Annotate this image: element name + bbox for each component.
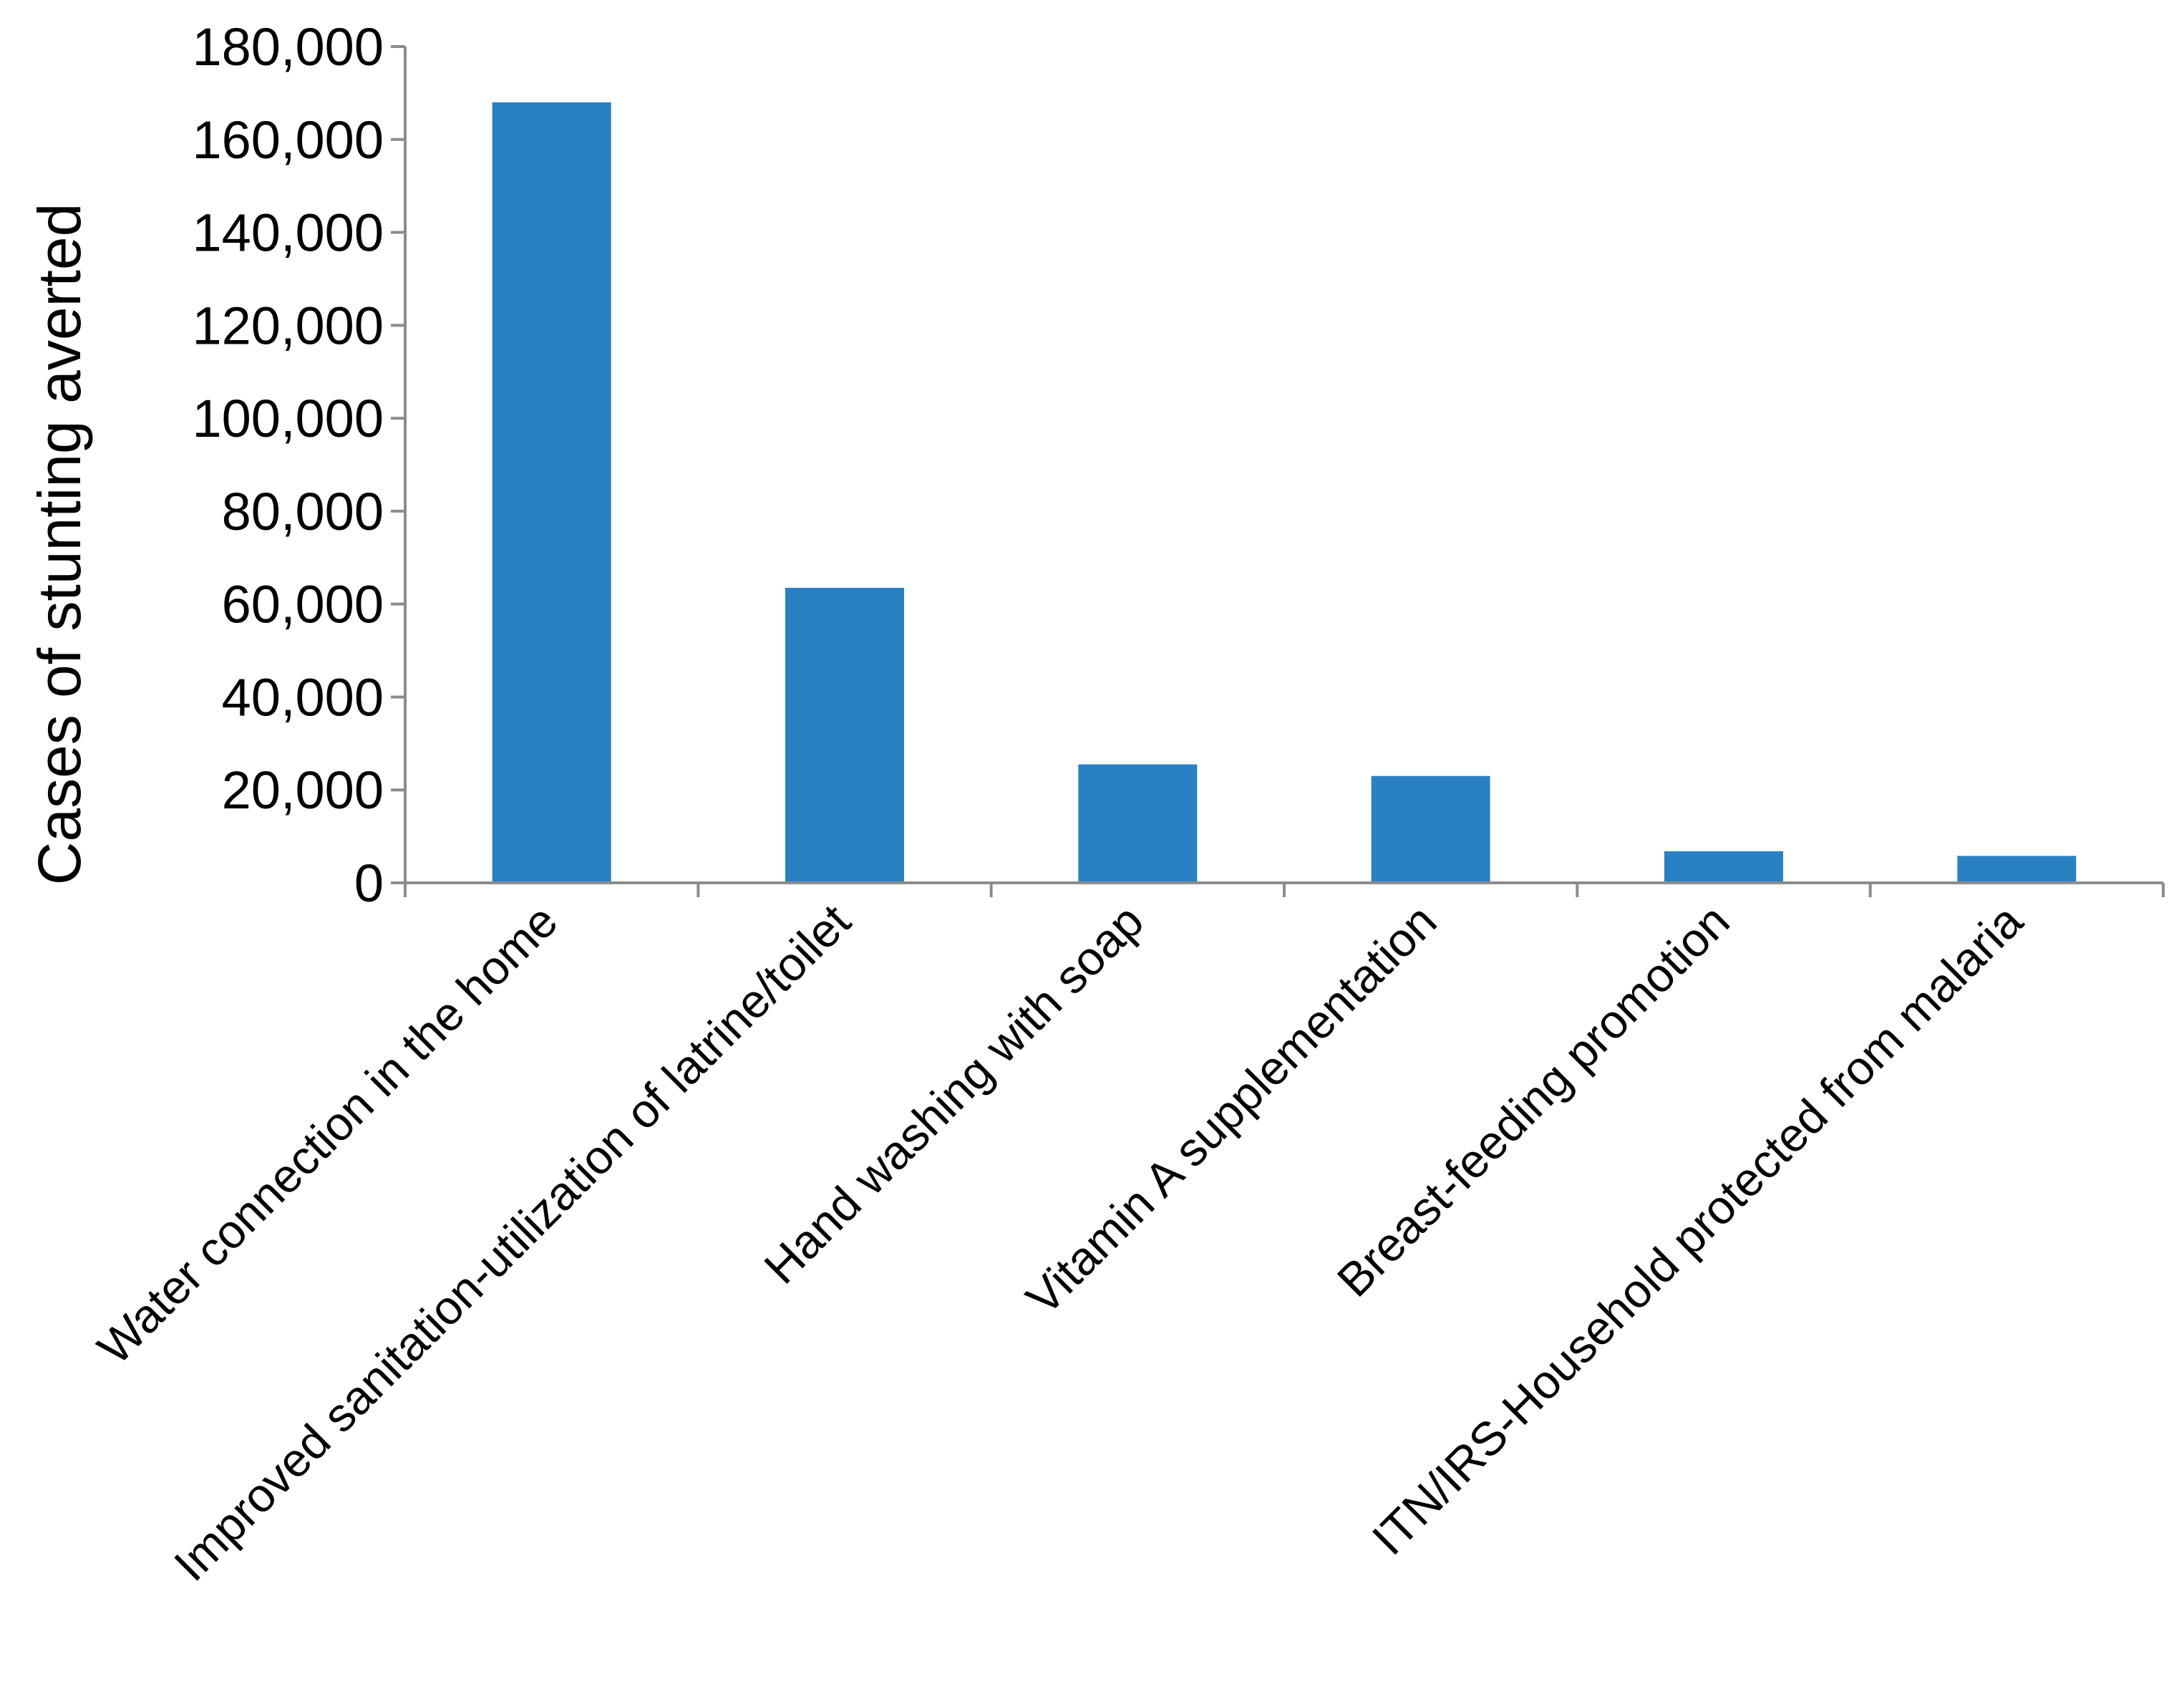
bar xyxy=(1957,856,2077,883)
bar xyxy=(1664,851,1783,883)
x-category-label: ITN/IRS-Household protected from malaria xyxy=(1362,894,2032,1565)
y-tick-label: 120,000 xyxy=(193,296,384,355)
y-axis-title: Cases of stunting averted xyxy=(26,203,93,886)
bar xyxy=(492,102,611,883)
x-category-label: Water connection in the home xyxy=(87,894,568,1375)
x-axis-ticks xyxy=(404,883,2165,897)
bar xyxy=(1371,775,1490,883)
bar xyxy=(785,587,904,883)
y-tick-label: 60,000 xyxy=(222,575,384,634)
y-tick-label: 0 xyxy=(354,854,384,913)
x-category-label: Improved sanitation-utilization of latri… xyxy=(164,894,860,1591)
y-tick-label: 20,000 xyxy=(222,760,384,820)
y-tick-label: 80,000 xyxy=(222,482,384,541)
y-tick-label: 140,000 xyxy=(193,203,384,263)
bars-group xyxy=(492,102,2077,883)
y-tick-label: 180,000 xyxy=(193,17,384,77)
y-tick-label: 40,000 xyxy=(222,667,384,727)
y-tick-label: 160,000 xyxy=(193,110,384,170)
y-axis-ticks: 0 20,000 40,000 60,000 80,000 100,000 120,000 1… xyxy=(193,17,405,913)
y-tick-label: 100,000 xyxy=(193,389,384,448)
bar xyxy=(1078,764,1198,883)
